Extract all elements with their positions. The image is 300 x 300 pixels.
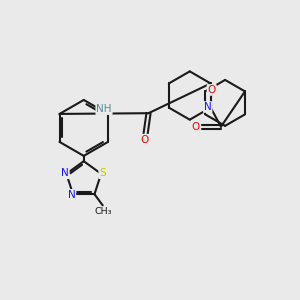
Text: NH: NH	[96, 104, 112, 114]
Text: N: N	[61, 168, 69, 178]
Text: O: O	[192, 122, 200, 132]
Text: CH₃: CH₃	[94, 207, 112, 216]
Text: O: O	[208, 85, 216, 95]
Text: S: S	[99, 168, 106, 178]
Text: O: O	[140, 135, 148, 145]
Text: N: N	[204, 102, 212, 112]
Text: N: N	[68, 190, 75, 200]
